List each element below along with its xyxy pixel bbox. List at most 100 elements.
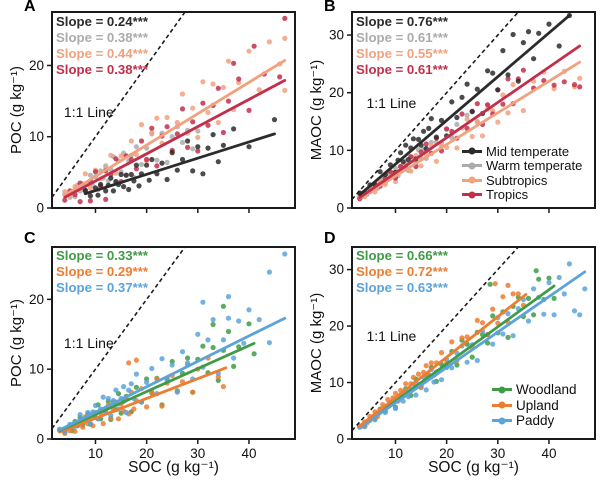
- one-to-one-line: [351, 246, 519, 432]
- panel-d-one-to-one-label: 1:1 Line: [366, 327, 417, 344]
- svg-text:40: 40: [241, 446, 256, 461]
- slope-label: Slope = 0.38***: [56, 62, 148, 77]
- series-paddy: [57, 251, 288, 435]
- slope-label: Slope = 0.29***: [56, 264, 148, 279]
- legend-item-mid-temperate: Mid temperate: [462, 144, 582, 159]
- panel-a-y-axis-title: POC (g kg⁻¹): [8, 66, 25, 154]
- series-mid-temperate: [82, 117, 278, 199]
- slope-label: Slope = 0.63***: [356, 280, 448, 295]
- panel-d-plot: 0 10 20 30 10 20 30 40: [329, 246, 596, 461]
- panel-b-one-to-one-label: 1:1 Line: [366, 94, 417, 111]
- slope-label: Slope = 0.76***: [356, 14, 448, 29]
- tick-labels: 0 10 20: [29, 58, 44, 216]
- legend-marker-icon: [492, 401, 512, 409]
- plot-frame: [51, 246, 296, 440]
- regression-line-3: [83, 132, 276, 196]
- regression-line-2: [358, 293, 528, 428]
- svg-text:20: 20: [439, 446, 454, 461]
- slope-label: Slope = 0.66***: [356, 248, 448, 263]
- plot-frame: [51, 11, 296, 209]
- panel-d-x-axis-title: SOC (g kg⁻¹): [428, 459, 519, 476]
- svg-text:10: 10: [329, 375, 344, 390]
- regression-line-1: [358, 60, 582, 200]
- legend-marker-icon: [492, 417, 512, 425]
- plot-frame: [351, 246, 596, 440]
- panel-a-slope-annotations: Slope = 0.24*** Slope = 0.38*** Slope = 0.…: [56, 14, 148, 78]
- panel-c-plot: 0 10 20 10 20 30 40: [29, 246, 296, 461]
- regression-line-1: [358, 270, 587, 430]
- svg-text:30: 30: [190, 446, 205, 461]
- axis-ticks: [47, 64, 250, 213]
- panel-d-slope-annotations: Slope = 0.66*** Slope = 0.72*** Slope = 0.…: [356, 248, 448, 296]
- slope-label: Slope = 0.61***: [356, 30, 448, 45]
- slope-label: Slope = 0.24***: [56, 14, 148, 29]
- panel-d: 0 10 20 30 10 20 30 40 D MAOC (g kg⁻¹) Slope = …: [300, 230, 600, 484]
- regression-line-1: [58, 341, 256, 433]
- tick-labels: 0 10 20 30: [329, 28, 344, 216]
- svg-text:30: 30: [490, 446, 505, 461]
- svg-text:20: 20: [329, 319, 344, 334]
- tick-labels: 0 10 20 30 10 20 30 40: [329, 262, 557, 461]
- axis-ticks: [347, 268, 550, 444]
- svg-text:10: 10: [329, 143, 344, 158]
- panel-c-letter: C: [24, 230, 36, 247]
- panel-a-letter: A: [24, 0, 36, 15]
- svg-text:30: 30: [329, 28, 344, 43]
- panel-c-slope-annotations: Slope = 0.33*** Slope = 0.29*** Slope = 0.…: [56, 248, 148, 296]
- panel-b-legend: Mid temperate Warm temperate Subtropics Tro…: [462, 144, 582, 202]
- panel-d-y-axis-title: MAOC (g kg⁻¹): [308, 292, 325, 394]
- slope-label: Slope = 0.72***: [356, 264, 448, 279]
- legend-item-label: Upland: [516, 397, 559, 413]
- svg-text:0: 0: [36, 432, 44, 447]
- svg-text:0: 0: [36, 201, 44, 216]
- regression-line-1: [63, 59, 287, 197]
- slope-label: Slope = 0.61***: [356, 62, 448, 77]
- panel-a-one-to-one-label: 1:1 Line: [63, 103, 114, 120]
- legend-item-label: Warm temperate: [486, 158, 583, 174]
- regression-line-2: [63, 79, 287, 199]
- panel-b-letter: B: [324, 0, 336, 15]
- axis-ticks: [47, 298, 250, 444]
- legend-marker-icon: [462, 176, 482, 184]
- panel-c-one-to-one-label: 1:1 Line: [63, 334, 114, 351]
- svg-text:20: 20: [139, 446, 154, 461]
- svg-text:10: 10: [388, 446, 403, 461]
- legend-marker-icon: [492, 386, 512, 394]
- panel-d-letter: D: [324, 230, 336, 247]
- panel-c-y-axis-title: POC (g kg⁻¹): [8, 299, 25, 387]
- regression-line-2: [58, 316, 287, 432]
- regression-line-0: [58, 366, 228, 434]
- svg-text:20: 20: [29, 292, 44, 307]
- legend-item-paddy: Paddy: [492, 413, 577, 429]
- regression-line-2: [358, 44, 582, 200]
- plot-frame: [351, 11, 596, 209]
- slope-label: Slope = 0.38***: [56, 30, 148, 45]
- legend-item-tropics: Tropics: [462, 187, 582, 203]
- panel-b-y-axis-title: MAOC (g kg⁻¹): [308, 59, 325, 161]
- legend-item-subtropics: Subtropics: [462, 173, 582, 188]
- axis-ticks: [347, 34, 550, 213]
- svg-text:0: 0: [336, 201, 344, 216]
- svg-text:10: 10: [88, 446, 103, 461]
- svg-text:20: 20: [329, 85, 344, 100]
- panel-a-plot: 0 10 20: [29, 11, 296, 216]
- svg-text:20: 20: [29, 58, 44, 73]
- legend-item-upland: Upland: [492, 398, 577, 414]
- one-to-one-line: [51, 11, 186, 198]
- svg-text:10: 10: [29, 362, 44, 377]
- svg-text:10: 10: [29, 129, 44, 144]
- legend-item-label: Woodland: [516, 382, 577, 398]
- panel-c-x-axis-title: SOC (g kg⁻¹): [128, 459, 219, 476]
- panel-b: 0 10 20 30 B MAOC (g kg⁻¹) Slope = 0.76*** S…: [300, 0, 600, 242]
- legend-marker-icon: [462, 147, 482, 155]
- panel-b-slope-annotations: Slope = 0.76*** Slope = 0.61*** Slope = 0.…: [356, 14, 448, 78]
- svg-text:30: 30: [329, 262, 344, 277]
- slope-label: Slope = 0.37***: [56, 280, 148, 295]
- legend-item-warm-temperate: Warm temperate: [462, 158, 583, 174]
- legend-item-label: Tropics: [486, 187, 529, 203]
- regression-line-3: [358, 14, 571, 197]
- slope-label: Slope = 0.44***: [56, 46, 148, 61]
- legend-item-label: Paddy: [516, 413, 555, 429]
- slope-label: Slope = 0.55***: [356, 46, 448, 61]
